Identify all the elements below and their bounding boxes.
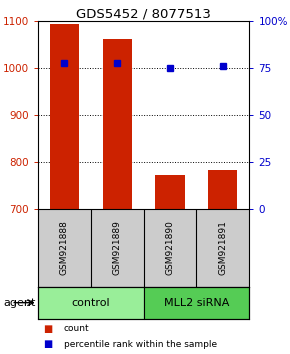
Text: GSM921889: GSM921889 [113, 220, 122, 275]
Text: percentile rank within the sample: percentile rank within the sample [64, 339, 217, 349]
Text: ■: ■ [44, 324, 53, 333]
Text: GSM921891: GSM921891 [218, 220, 227, 275]
Text: control: control [71, 298, 110, 308]
Text: agent: agent [3, 298, 35, 308]
Text: ■: ■ [44, 339, 53, 349]
Title: GDS5452 / 8077513: GDS5452 / 8077513 [76, 7, 211, 20]
Bar [144, 287, 249, 319]
Text: GSM921888: GSM921888 [60, 220, 69, 275]
Bar [50, 24, 79, 209]
Text: GSM921890: GSM921890 [166, 220, 175, 275]
Bar [38, 287, 144, 319]
Bar [155, 175, 184, 209]
Bar [209, 170, 238, 209]
Text: count: count [64, 324, 89, 333]
Text: MLL2 siRNA: MLL2 siRNA [164, 298, 229, 308]
Bar [103, 39, 132, 209]
